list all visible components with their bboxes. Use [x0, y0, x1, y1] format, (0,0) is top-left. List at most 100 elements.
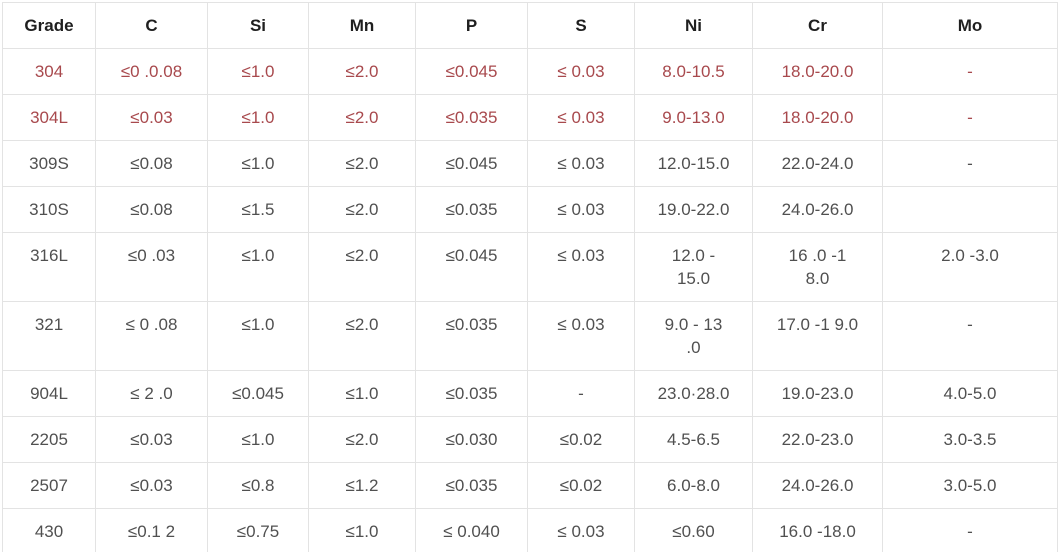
- cell-mo: [882, 186, 1058, 233]
- cell-mn: ≤2.0: [308, 94, 416, 141]
- cell-s: ≤ 0.03: [527, 94, 635, 141]
- grade-cell: 304L: [2, 94, 96, 141]
- table-row-321: 321 ≤ 0 .08 ≤1.0 ≤2.0 ≤0.035 ≤ 0.03 9.0 - 13 .…: [2, 301, 1058, 371]
- cell-cr: 16 .0 -1 8.0: [752, 232, 883, 302]
- cell-cr: 16.0 -18.0: [752, 508, 883, 552]
- cell-mn: ≤1.0: [308, 370, 416, 417]
- table-row-430: 430 ≤0.1 2 ≤0.75 ≤1.0 ≤ 0.040 ≤ 0.03 ≤0.60 16.0…: [2, 508, 1058, 552]
- column-header-mn: Mn: [308, 2, 416, 49]
- cell-c: ≤ 0 .08: [95, 301, 208, 371]
- table-body: 304 ≤0 .0.08 ≤1.0 ≤2.0 ≤0.045 ≤ 0.03 8.0-10.5 1…: [2, 48, 1058, 552]
- cell-cr: 24.0-26.0: [752, 186, 883, 233]
- cell-mo: 4.0-5.0: [882, 370, 1058, 417]
- table-row-304: 304 ≤0 .0.08 ≤1.0 ≤2.0 ≤0.045 ≤ 0.03 8.0-10.5 1…: [2, 48, 1058, 95]
- cell-mo: -: [882, 48, 1058, 95]
- cell-mo: -: [882, 508, 1058, 552]
- cell-p: ≤0.045: [415, 48, 528, 95]
- table-row-309s: 309S ≤0.08 ≤1.0 ≤2.0 ≤0.045 ≤ 0.03 12.0-15.0 22…: [2, 140, 1058, 187]
- cell-s: ≤ 0.03: [527, 140, 635, 187]
- column-header-si: Si: [207, 2, 309, 49]
- cell-ni: 6.0-8.0: [634, 462, 753, 509]
- cell-c: ≤0.08: [95, 140, 208, 187]
- grade-cell: 904L: [2, 370, 96, 417]
- cell-cr: 18.0-20.0: [752, 94, 883, 141]
- cell-mo: 3.0-5.0: [882, 462, 1058, 509]
- cell-ni: 8.0-10.5: [634, 48, 753, 95]
- column-header-cr: Cr: [752, 2, 883, 49]
- cell-s: ≤0.02: [527, 416, 635, 463]
- cell-si: ≤0.8: [207, 462, 309, 509]
- grade-cell: 310S: [2, 186, 96, 233]
- grade-cell: 321: [2, 301, 96, 371]
- cell-mn: ≤2.0: [308, 301, 416, 371]
- cell-mn: ≤2.0: [308, 232, 416, 302]
- cell-mn: ≤1.2: [308, 462, 416, 509]
- cell-mo: 2.0 -3.0: [882, 232, 1058, 302]
- cell-ni: 4.5-6.5: [634, 416, 753, 463]
- cell-si: ≤0.045: [207, 370, 309, 417]
- cell-c: ≤0 .0.08: [95, 48, 208, 95]
- column-header-s: S: [527, 2, 635, 49]
- cell-si: ≤1.0: [207, 140, 309, 187]
- column-header-ni: Ni: [634, 2, 753, 49]
- cell-mn: ≤2.0: [308, 48, 416, 95]
- cell-s: -: [527, 370, 635, 417]
- column-header-grade: Grade: [2, 2, 96, 49]
- cell-p: ≤0.035: [415, 186, 528, 233]
- cell-s: ≤ 0.03: [527, 301, 635, 371]
- cell-s: ≤ 0.03: [527, 48, 635, 95]
- cell-ni: 19.0-22.0: [634, 186, 753, 233]
- table-row-310s: 310S ≤0.08 ≤1.5 ≤2.0 ≤0.035 ≤ 0.03 19.0-22.0 24…: [2, 186, 1058, 233]
- cell-p: ≤0.045: [415, 140, 528, 187]
- cell-p: ≤0.035: [415, 462, 528, 509]
- table-row-304l: 304L ≤0.03 ≤1.0 ≤2.0 ≤0.035 ≤ 0.03 9.0-13.0 18.…: [2, 94, 1058, 141]
- cell-s: ≤0.02: [527, 462, 635, 509]
- cell-c: ≤ 2 .0: [95, 370, 208, 417]
- cell-c: ≤0.1 2: [95, 508, 208, 552]
- cell-ni: 12.0 - 15.0: [634, 232, 753, 302]
- cell-si: ≤1.0: [207, 232, 309, 302]
- cell-mn: ≤2.0: [308, 186, 416, 233]
- cell-p: ≤0.035: [415, 301, 528, 371]
- cell-ni: ≤0.60: [634, 508, 753, 552]
- grade-cell: 2507: [2, 462, 96, 509]
- cell-mn: ≤2.0: [308, 140, 416, 187]
- cell-mn: ≤1.0: [308, 508, 416, 552]
- cell-p: ≤ 0.040: [415, 508, 528, 552]
- grade-cell: 316L: [2, 232, 96, 302]
- cell-si: ≤1.0: [207, 94, 309, 141]
- cell-s: ≤ 0.03: [527, 508, 635, 552]
- cell-mo: -: [882, 301, 1058, 371]
- column-header-mo: Mo: [882, 2, 1058, 49]
- column-header-p: P: [415, 2, 528, 49]
- header-row: Grade C Si Mn P S Ni Cr Mo: [2, 2, 1058, 49]
- cell-p: ≤0.045: [415, 232, 528, 302]
- cell-ni: 9.0-13.0: [634, 94, 753, 141]
- cell-p: ≤0.035: [415, 370, 528, 417]
- cell-c: ≤0.03: [95, 416, 208, 463]
- cell-si: ≤0.75: [207, 508, 309, 552]
- cell-cr: 17.0 -1 9.0: [752, 301, 883, 371]
- cell-p: ≤0.035: [415, 94, 528, 141]
- cell-p: ≤0.030: [415, 416, 528, 463]
- table-header: Grade C Si Mn P S Ni Cr Mo: [2, 2, 1058, 49]
- cell-mn: ≤2.0: [308, 416, 416, 463]
- cell-si: ≤1.0: [207, 301, 309, 371]
- cell-ni: 9.0 - 13 .0: [634, 301, 753, 371]
- cell-si: ≤1.5: [207, 186, 309, 233]
- cell-cr: 19.0-23.0: [752, 370, 883, 417]
- table-row-904l: 904L ≤ 2 .0 ≤0.045 ≤1.0 ≤0.035-23.0·28.0 19.0…: [2, 370, 1058, 417]
- table-row-316l: 316L ≤0 .03 ≤1.0 ≤2.0 ≤0.045 ≤ 0.03 12.0 - 15.…: [2, 232, 1058, 302]
- cell-cr: 22.0-24.0: [752, 140, 883, 187]
- table-row-2205: 2205 ≤0.03 ≤1.0 ≤2.0 ≤0.030 ≤0.02 4.5-6.5 22.0-…: [2, 416, 1058, 463]
- cell-mo: -: [882, 94, 1058, 141]
- cell-cr: 18.0-20.0: [752, 48, 883, 95]
- grade-cell: 309S: [2, 140, 96, 187]
- cell-mo: -: [882, 140, 1058, 187]
- column-header-c: C: [95, 2, 208, 49]
- cell-si: ≤1.0: [207, 416, 309, 463]
- cell-ni: 12.0-15.0: [634, 140, 753, 187]
- cell-ni: 23.0·28.0: [634, 370, 753, 417]
